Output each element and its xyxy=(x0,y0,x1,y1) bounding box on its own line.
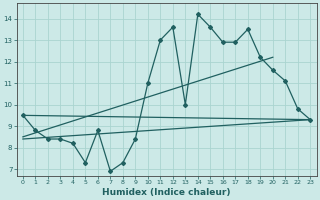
X-axis label: Humidex (Indice chaleur): Humidex (Indice chaleur) xyxy=(102,188,231,197)
